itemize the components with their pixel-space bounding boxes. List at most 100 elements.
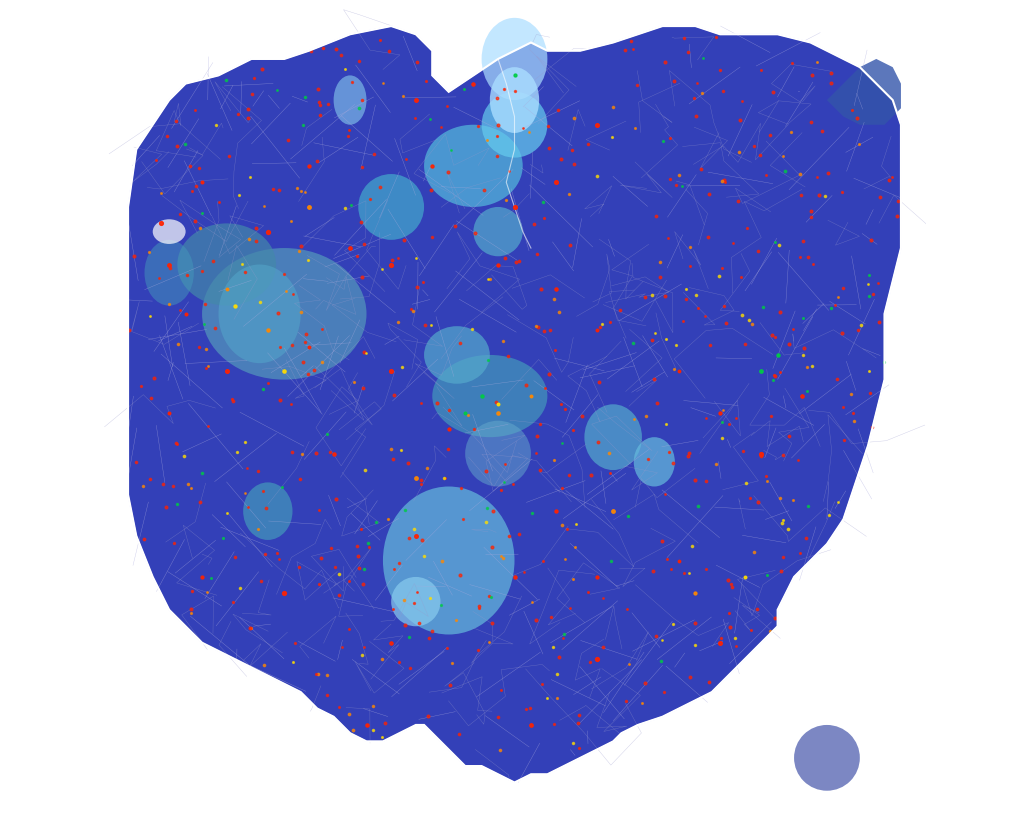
Point xyxy=(792,251,809,264)
Point xyxy=(761,129,778,142)
Point xyxy=(383,365,399,378)
Point xyxy=(526,217,542,230)
Point xyxy=(293,306,310,319)
Point xyxy=(292,239,309,252)
Point xyxy=(861,365,878,378)
Point xyxy=(159,130,176,143)
Point xyxy=(636,290,652,304)
Point xyxy=(708,30,724,43)
Point xyxy=(547,283,564,296)
Point xyxy=(860,290,877,303)
Point xyxy=(255,382,272,395)
Point xyxy=(415,533,431,546)
Point xyxy=(761,625,778,638)
Point xyxy=(269,83,285,97)
Point xyxy=(402,303,419,316)
Point xyxy=(640,452,657,465)
Point xyxy=(830,290,847,304)
Point xyxy=(668,178,684,191)
Point xyxy=(246,71,262,84)
Point xyxy=(737,337,753,351)
Point xyxy=(299,367,316,380)
Point xyxy=(439,166,456,179)
Point xyxy=(707,458,723,471)
Point xyxy=(724,236,741,249)
Point xyxy=(498,193,514,206)
Point xyxy=(774,516,790,530)
Point xyxy=(489,92,505,105)
Point xyxy=(230,189,247,202)
Point xyxy=(248,235,264,248)
Point xyxy=(742,492,758,505)
Point xyxy=(466,227,483,240)
Point xyxy=(271,184,287,197)
Point xyxy=(536,324,553,337)
Point xyxy=(254,484,271,497)
Point xyxy=(297,328,314,341)
Point xyxy=(220,149,237,163)
Point xyxy=(358,719,375,732)
Point xyxy=(326,560,343,573)
Point xyxy=(330,700,347,714)
Point xyxy=(166,537,182,550)
Point xyxy=(833,185,850,198)
Point xyxy=(198,342,214,356)
Point xyxy=(671,168,687,182)
Point xyxy=(346,375,362,389)
Point xyxy=(863,233,880,247)
Point xyxy=(141,309,157,323)
Point xyxy=(688,109,705,122)
Point xyxy=(237,487,253,500)
Point xyxy=(671,365,687,378)
Ellipse shape xyxy=(202,248,366,380)
Point xyxy=(340,130,356,143)
Point xyxy=(440,403,457,416)
Point xyxy=(767,611,783,625)
Point xyxy=(193,570,210,583)
Point xyxy=(620,658,637,671)
Point xyxy=(276,587,292,600)
Point xyxy=(862,386,879,399)
Point xyxy=(351,101,367,114)
Point xyxy=(653,633,670,646)
Point xyxy=(876,356,892,369)
Point xyxy=(623,34,639,47)
Point xyxy=(247,222,263,235)
Point xyxy=(784,323,801,336)
Point xyxy=(361,540,378,554)
Point xyxy=(492,743,508,757)
Point xyxy=(200,420,216,433)
Point xyxy=(713,631,730,644)
Point xyxy=(663,563,679,576)
Point xyxy=(535,554,552,568)
Point xyxy=(365,700,382,713)
Point xyxy=(804,68,820,82)
Point xyxy=(394,89,411,102)
Point xyxy=(687,639,704,652)
Point xyxy=(322,542,339,555)
Point xyxy=(177,307,193,320)
Point xyxy=(557,403,573,416)
Point xyxy=(804,116,820,129)
Point xyxy=(625,42,641,55)
Point xyxy=(758,568,775,582)
Point xyxy=(184,184,201,197)
Point xyxy=(407,252,424,265)
Point xyxy=(757,168,774,182)
Point xyxy=(775,551,791,564)
Point xyxy=(548,692,565,705)
Point xyxy=(508,256,525,269)
Point xyxy=(735,445,751,458)
Point xyxy=(319,427,335,441)
Point xyxy=(193,264,210,277)
Point xyxy=(328,43,345,56)
Point xyxy=(795,348,812,361)
Point xyxy=(602,467,618,480)
Point xyxy=(836,401,852,414)
Point xyxy=(203,571,219,584)
Point xyxy=(401,532,418,545)
Point xyxy=(549,667,566,681)
Point xyxy=(658,332,674,346)
Point xyxy=(423,183,439,196)
Point xyxy=(547,343,564,356)
